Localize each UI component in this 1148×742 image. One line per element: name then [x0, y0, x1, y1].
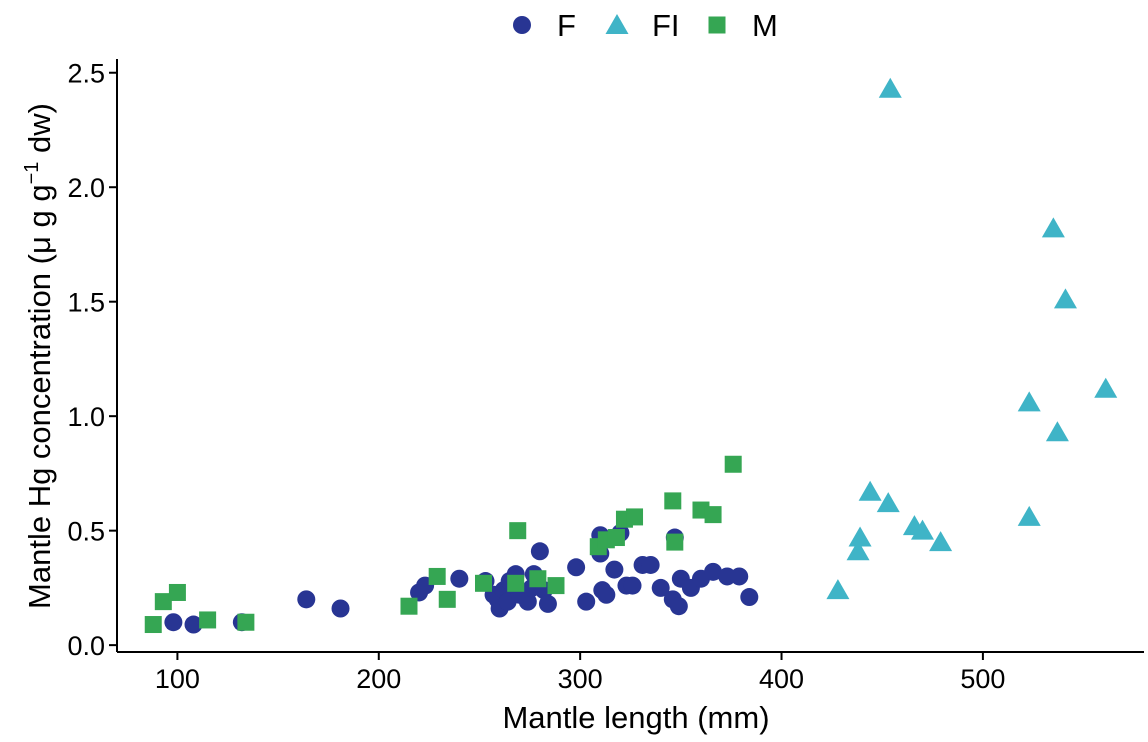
legend-marker-m: [708, 16, 726, 34]
data-point-fi: [1017, 391, 1041, 412]
data-points: [144, 77, 1118, 634]
data-point-m: [144, 616, 162, 634]
data-point-f: [450, 569, 469, 588]
data-point-fi: [1017, 505, 1041, 526]
data-point-m: [237, 613, 255, 631]
data-point-m: [199, 611, 217, 629]
x-tick-label: 100: [155, 664, 200, 694]
y-tick-label: 1.0: [67, 402, 105, 432]
data-point-m: [607, 529, 625, 547]
data-point-m: [704, 506, 722, 524]
data-point-m: [168, 583, 186, 601]
y-tick-label: 0.0: [67, 631, 105, 661]
y-axis-title-main: Mantle Hg concentration (: [22, 253, 57, 609]
y-tick-label: 0.5: [67, 517, 105, 547]
data-point-f: [297, 590, 316, 609]
data-point-f: [651, 578, 670, 597]
data-point-f: [184, 615, 203, 634]
data-point-f: [577, 592, 596, 611]
y-axis-title-superscript: −1: [21, 162, 43, 185]
y-tick-label: 2.0: [67, 173, 105, 203]
legend-label-fi: FI: [652, 8, 680, 43]
data-point-f: [597, 585, 616, 604]
x-tick-label: 300: [558, 664, 603, 694]
y-axis-title: Mantle Hg concentration (μ g g−1 dw): [21, 103, 57, 609]
data-point-f: [164, 613, 183, 632]
data-point-fi: [1045, 421, 1069, 442]
data-point-m: [529, 570, 547, 588]
x-tick-label: 400: [759, 664, 804, 694]
data-point-m: [724, 455, 742, 473]
data-point-m: [438, 590, 456, 608]
x-tick-label: 500: [960, 664, 1005, 694]
y-tick-label: 1.5: [67, 288, 105, 318]
data-point-m: [428, 567, 446, 585]
axes: [116, 59, 1144, 653]
y-ticks: 0.0 0.5 1.0 1.5 2.0 2.5: [67, 59, 117, 661]
data-point-f: [567, 558, 586, 577]
data-point-f: [641, 555, 660, 574]
data-point-f: [740, 588, 759, 607]
data-point-m: [474, 574, 492, 592]
data-point-fi: [826, 579, 850, 600]
data-point-f: [669, 597, 688, 616]
data-point-fi: [878, 77, 902, 98]
legend-label-m: M: [752, 8, 778, 43]
data-point-f: [605, 560, 624, 579]
series-m: [144, 455, 742, 634]
data-point-fi: [1041, 217, 1065, 238]
data-point-fi: [876, 492, 900, 513]
y-tick-label: 2.5: [67, 59, 105, 89]
data-point-f: [530, 542, 549, 561]
x-tick-label: 200: [356, 664, 401, 694]
data-point-m: [666, 533, 684, 551]
legend-marker-f: [513, 16, 531, 34]
data-point-fi: [1053, 288, 1077, 309]
data-point-m: [507, 574, 525, 592]
data-point-m: [626, 508, 644, 526]
data-point-fi: [846, 540, 870, 561]
data-point-m: [664, 492, 682, 510]
series-fi: [826, 77, 1118, 600]
data-point-fi: [858, 480, 882, 501]
data-point-fi: [1094, 377, 1118, 398]
x-axis-title: Mantle length (mm): [502, 700, 769, 735]
y-axis-title-units: μ g g: [22, 184, 57, 254]
data-point-f: [331, 599, 350, 618]
data-point-f: [538, 594, 557, 613]
y-axis-title-suffix: dw): [22, 103, 57, 162]
legend: F FI M: [513, 8, 778, 43]
data-point-f: [704, 562, 723, 581]
data-point-f: [730, 567, 749, 586]
data-point-f: [518, 592, 537, 611]
data-point-m: [547, 577, 565, 595]
data-point-m: [400, 597, 418, 615]
data-point-fi: [929, 531, 953, 552]
data-point-f: [623, 576, 642, 595]
data-point-fi: [910, 519, 934, 540]
legend-marker-fi: [605, 14, 629, 34]
x-ticks: 100 200 300 400 500: [155, 652, 1005, 694]
legend-label-f: F: [557, 8, 576, 43]
data-point-m: [509, 522, 527, 540]
data-point-fi: [848, 526, 872, 547]
data-point-m: [154, 593, 172, 611]
